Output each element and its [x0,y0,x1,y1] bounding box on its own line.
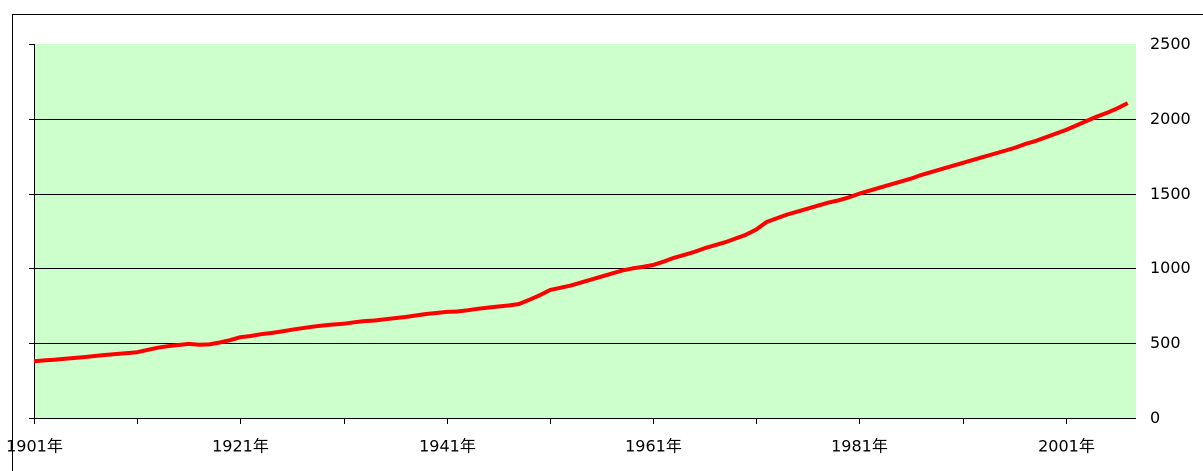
x-tick-label: 2001年 [1038,437,1095,456]
y-tick-label: 2000 [1150,109,1191,128]
y-tick-label: 0 [1150,408,1160,427]
y-tick-label: 2500 [1150,34,1191,53]
y-tick-label: 1500 [1150,184,1191,203]
x-tick-label: 1921年 [212,437,269,456]
data-line [33,101,1129,364]
x-tick-label: 1941年 [419,437,476,456]
y-tick-label: 500 [1150,333,1181,352]
y-tick-label: 1000 [1150,258,1191,277]
plot-area [34,44,1136,418]
x-tick-label: 1981年 [831,437,888,456]
x-tick-label: 1961年 [625,437,682,456]
x-tick-label: 1901年 [6,437,63,456]
